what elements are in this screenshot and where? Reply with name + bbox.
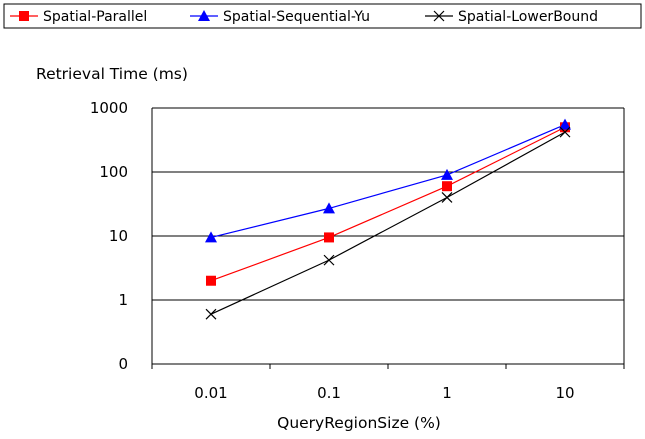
y-tick-label: 100 <box>99 163 128 181</box>
legend: Spatial-Parallel Spatial-Sequential-Yu Spa… <box>3 3 642 29</box>
series-line <box>210 124 566 239</box>
x-tick-label: 1 <box>442 384 452 402</box>
x-tick-label: 10 <box>555 384 574 402</box>
data-point <box>205 308 217 320</box>
y-tick-label: 1 <box>118 291 128 309</box>
legend-label: Spatial-LowerBound <box>458 9 598 25</box>
data-point <box>324 232 334 243</box>
series-line <box>210 126 566 282</box>
data-point <box>442 181 452 192</box>
y-tick-label: 1000 <box>90 99 128 117</box>
data-point <box>206 275 216 286</box>
legend-label: Spatial-Sequential-Yu <box>223 9 370 25</box>
legend-marker <box>433 10 445 22</box>
y-tick-label: 0 <box>118 355 128 373</box>
data-point <box>441 192 453 203</box>
data-point <box>559 118 571 130</box>
data-point <box>559 126 571 138</box>
y-tick-label: 10 <box>109 227 128 245</box>
x-tick-label: 0.01 <box>194 384 227 402</box>
data-point <box>441 168 453 180</box>
data-point <box>205 231 217 243</box>
data-point <box>323 254 335 266</box>
legend-marker <box>19 11 29 21</box>
x-tick-label: 0.1 <box>317 384 341 402</box>
data-point <box>323 202 335 214</box>
x-axis-title: QueryRegionSize (%) <box>277 414 441 432</box>
legend-marker <box>198 10 210 21</box>
legend-box <box>3 3 642 29</box>
legend-label: Spatial-Parallel <box>43 9 147 25</box>
y-axis-title: Retrieval Time (ms) <box>36 65 188 83</box>
plot-area: 0.01 0.1 1 10 0 1 10 100 1000 <box>90 99 625 402</box>
series-line <box>210 131 566 315</box>
